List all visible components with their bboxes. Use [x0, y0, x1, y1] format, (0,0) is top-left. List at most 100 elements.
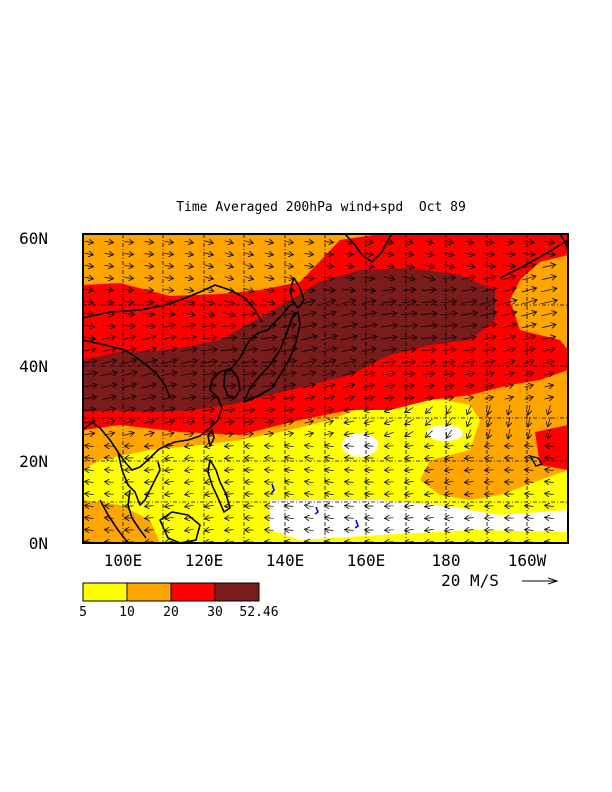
- wind-vector: [521, 312, 536, 317]
- wind-vector: [221, 338, 236, 339]
- wind-vector: [441, 301, 456, 303]
- wind-vector: [283, 397, 294, 399]
- wind-vector: [203, 301, 215, 304]
- wind-vector: [524, 373, 534, 376]
- wind-vector: [425, 517, 434, 518]
- wind-vector: [264, 421, 274, 422]
- wind-vector: [364, 241, 374, 242]
- wind-vector: [445, 481, 454, 482]
- wind-vector: [105, 530, 114, 531]
- wind-vector: [484, 385, 493, 387]
- wind-vector: [364, 253, 373, 254]
- wind-vector: [304, 421, 314, 423]
- wind-vector: [123, 314, 134, 315]
- wind-vector: [322, 372, 336, 376]
- wind-vector: [422, 362, 436, 363]
- wind-vector: [342, 372, 356, 375]
- wind-vector: [200, 361, 218, 363]
- wind-vector: [205, 529, 214, 530]
- wind-vector: [105, 470, 114, 471]
- wind-vector: [446, 405, 453, 414]
- wind-vector: [542, 265, 555, 268]
- wind-vector: [461, 325, 477, 328]
- wind-vector: [265, 482, 274, 483]
- wind-vector: [542, 253, 555, 255]
- wind-vector: [285, 494, 294, 495]
- wind-vector: [461, 289, 476, 291]
- wind-vector: [321, 324, 336, 329]
- wind-vector: [501, 288, 517, 293]
- wind-vector: [281, 361, 297, 364]
- wind-vector: [501, 300, 517, 305]
- wind-vector: [142, 336, 155, 340]
- coastline-borneo: [159, 511, 201, 543]
- wind-vector: [164, 433, 174, 435]
- wind-vector: [143, 302, 154, 303]
- hawaii-islands: [528, 454, 544, 467]
- wind-vector: [304, 266, 313, 267]
- wind-vector: [263, 409, 275, 410]
- wind-vector: [522, 264, 536, 267]
- wind-vector: [502, 265, 516, 266]
- wind-vector: [203, 421, 215, 422]
- wind-vector: [405, 494, 414, 495]
- wind-vector: [121, 384, 137, 389]
- colorbar: 5 10 20 30 52.46: [79, 582, 279, 620]
- wind-vector: [144, 242, 154, 243]
- wind-vector: [221, 326, 236, 327]
- wind-vector: [205, 481, 214, 482]
- wind-vector: [545, 529, 554, 530]
- wind-vector: [164, 266, 174, 267]
- wind-vector: [462, 277, 475, 279]
- wind-vector: [540, 300, 557, 304]
- wind-vector: [121, 396, 136, 400]
- wind-vector: [323, 384, 335, 387]
- wind-vector: [162, 325, 176, 328]
- wind-vector: [444, 398, 454, 399]
- wind-vector: [164, 254, 174, 255]
- wind-vector: [305, 505, 314, 506]
- wind-vector: [523, 361, 535, 364]
- colorbar-label-52-46: 52.46: [239, 605, 278, 620]
- wind-vector: [305, 457, 314, 458]
- wind-vector: [463, 253, 475, 255]
- wind-vector: [182, 397, 195, 399]
- wind-vector: [405, 470, 414, 471]
- wind-vector: [482, 349, 496, 352]
- wind-vector: [244, 265, 254, 267]
- wind-vector: [461, 301, 477, 304]
- wind-vector: [181, 337, 196, 339]
- wind-vector: [502, 276, 516, 280]
- wind-vector: [544, 373, 553, 375]
- wind-vector: [284, 265, 294, 266]
- wind-vector: [162, 336, 176, 339]
- wind-vector: [281, 325, 297, 328]
- wind-vector: [305, 517, 314, 518]
- wind-vector: [443, 253, 454, 256]
- wind-vector: [405, 458, 414, 459]
- wind-vector: [181, 373, 197, 376]
- wind-vector: [503, 242, 514, 243]
- wind-vector: [244, 277, 253, 280]
- wind-vector: [223, 410, 234, 411]
- wind-vector: [222, 398, 236, 399]
- wind-vector: [425, 406, 433, 414]
- wind-vector: [481, 288, 497, 291]
- lat-label-60n: 60N: [19, 229, 48, 248]
- wind-vector: [525, 446, 534, 447]
- wind-vector: [85, 530, 94, 531]
- wind-vector: [105, 446, 114, 447]
- wind-vector: [105, 506, 114, 507]
- wind-vector: [85, 446, 94, 447]
- wind-vector: [185, 493, 194, 494]
- shade-under-5-west-pacific: [342, 433, 378, 457]
- wind-vector: [446, 417, 453, 426]
- wind-vector: [225, 506, 234, 507]
- wind-vector: [243, 422, 254, 423]
- wind-vector: [363, 265, 374, 267]
- wind-vector: [363, 397, 374, 399]
- wind-vector: [381, 337, 397, 339]
- wind-vector: [261, 337, 277, 339]
- wind-vector: [201, 385, 216, 386]
